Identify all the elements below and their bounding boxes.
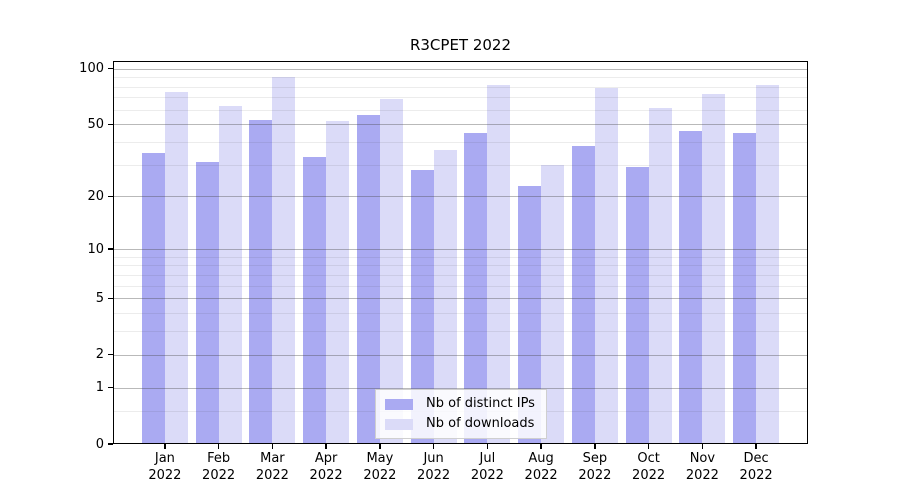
- legend-swatch-downloads-icon: [385, 418, 413, 430]
- y-tick-mark: [108, 443, 113, 445]
- bar-distinct-ips: [141, 152, 165, 444]
- bar-downloads: [756, 84, 780, 444]
- x-tick-label: Sep 2022: [578, 451, 612, 483]
- bar-distinct-ips: [571, 146, 595, 444]
- y-gridline-minor: [114, 164, 807, 166]
- x-tick-label: Jun 2022: [417, 451, 451, 483]
- bar-downloads: [702, 94, 726, 444]
- bar-downloads: [272, 77, 296, 444]
- y-gridline-minor: [114, 331, 807, 333]
- y-tick-mark: [108, 248, 113, 250]
- x-tick-label: Mar 2022: [255, 451, 289, 483]
- legend: Nb of distinct IPs Nb of downloads: [375, 389, 547, 439]
- y-tick-label: 10: [87, 241, 104, 257]
- y-gridline-major: [114, 354, 807, 356]
- bar-distinct-ips: [303, 157, 327, 444]
- x-tick-mark: [647, 444, 650, 449]
- x-tick-mark: [271, 444, 274, 449]
- legend-label-downloads: Nb of downloads: [426, 416, 535, 431]
- y-gridline-minor: [114, 285, 807, 287]
- bar-downloads: [326, 121, 350, 444]
- y-tick-mark: [108, 386, 113, 389]
- bar-distinct-ips: [733, 132, 757, 444]
- x-tick-label: Jul 2022: [470, 451, 504, 483]
- bar-distinct-ips: [518, 185, 542, 444]
- y-gridline-minor: [114, 77, 807, 79]
- bar-downloads: [164, 91, 188, 444]
- y-tick-mark: [108, 68, 113, 70]
- y-gridline-major: [114, 387, 807, 389]
- y-gridline-minor: [114, 256, 807, 258]
- bar-downloads: [648, 108, 672, 444]
- y-tick-mark: [108, 123, 113, 125]
- y-tick-label: 2: [95, 347, 104, 363]
- bar-distinct-ips: [464, 132, 488, 444]
- bar-distinct-ips: [410, 170, 434, 444]
- y-gridline-major: [114, 68, 807, 70]
- y-gridline-minor: [114, 109, 807, 111]
- x-tick-mark: [164, 444, 166, 449]
- x-tick-mark: [540, 444, 542, 449]
- x-tick-mark: [217, 444, 220, 449]
- y-tick-mark: [108, 297, 113, 299]
- x-tick-label: Oct 2022: [632, 451, 666, 483]
- bar-downloads: [487, 84, 511, 444]
- chart-title: R3CPET 2022: [409, 36, 512, 54]
- y-tick-label: 5: [95, 290, 104, 306]
- x-tick-label: Nov 2022: [685, 451, 719, 483]
- legend-label-distinct-ips: Nb of distinct IPs: [426, 396, 535, 411]
- y-gridline-minor: [114, 97, 807, 99]
- legend-item-distinct-ips: Nb of distinct IPs: [385, 397, 535, 411]
- y-tick-label: 20: [87, 188, 104, 204]
- bar-distinct-ips: [195, 162, 219, 444]
- y-gridline-major: [114, 249, 807, 250]
- bar-downloads: [594, 87, 618, 444]
- bar-distinct-ips: [249, 119, 273, 444]
- bar-downloads: [541, 164, 565, 444]
- bar-distinct-ips: [625, 167, 649, 444]
- x-tick-mark: [486, 444, 489, 449]
- y-gridline-major: [114, 124, 807, 126]
- legend-item-downloads: Nb of downloads: [385, 417, 535, 431]
- y-gridline-major: [114, 298, 807, 300]
- bar-downloads: [433, 150, 457, 444]
- y-tick-mark: [108, 195, 113, 198]
- y-tick-label: 50: [87, 116, 104, 132]
- x-tick-label: Jan 2022: [148, 451, 182, 483]
- bar-distinct-ips: [679, 130, 703, 444]
- x-tick-mark: [379, 444, 381, 449]
- y-tick-label: 100: [79, 61, 104, 77]
- y-gridline-minor: [114, 86, 807, 88]
- bar-downloads: [379, 98, 403, 444]
- y-tick-label: 0: [95, 436, 104, 452]
- y-tick-mark: [108, 354, 113, 356]
- x-tick-mark: [594, 444, 596, 449]
- x-tick-mark: [701, 444, 704, 449]
- bar-distinct-ips: [356, 115, 380, 444]
- y-gridline-minor: [114, 142, 807, 143]
- x-tick-label: Dec 2022: [739, 451, 773, 483]
- x-tick-label: Feb 2022: [202, 451, 236, 483]
- x-tick-label: Aug 2022: [524, 451, 558, 483]
- y-gridline-minor: [114, 274, 807, 276]
- y-gridline-minor: [114, 313, 807, 315]
- y-tick-label: 1: [95, 380, 104, 396]
- x-tick-mark: [325, 444, 327, 449]
- y-gridline-minor: [114, 265, 807, 267]
- y-gridline-major: [114, 196, 807, 198]
- legend-swatch-ips-icon: [385, 398, 413, 410]
- x-tick-mark: [432, 444, 435, 449]
- x-tick-label: Apr 2022: [309, 451, 343, 483]
- x-tick-mark: [755, 444, 757, 449]
- x-tick-label: May 2022: [363, 451, 397, 483]
- bar-downloads: [218, 105, 242, 444]
